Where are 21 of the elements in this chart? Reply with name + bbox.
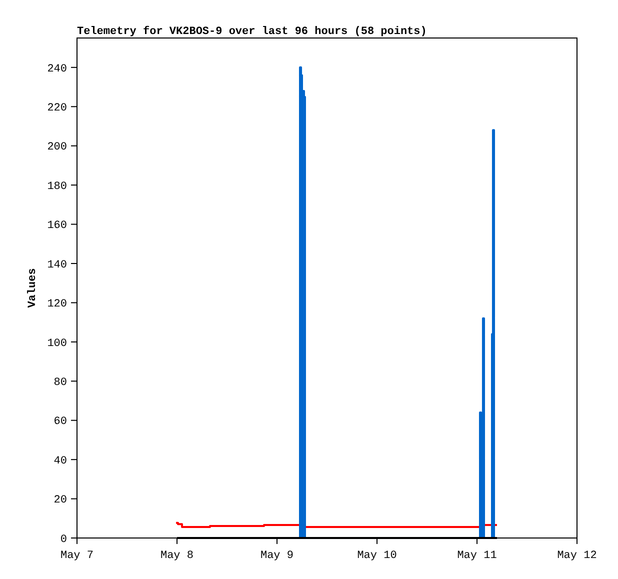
- y-tick-label: 180: [47, 180, 67, 193]
- y-tick-label: 120: [47, 298, 67, 311]
- y-tick-label: 220: [47, 102, 67, 114]
- y-tick-label: 0: [60, 534, 67, 546]
- chart-title: Telemetry for VK2BOS-9 over last 96 hours (58 points): [77, 25, 427, 38]
- y-tick-label: 60: [54, 416, 67, 428]
- y-tick-label: 20: [54, 494, 67, 507]
- x-tick-label: May 10: [357, 550, 397, 562]
- y-tick-label: 240: [47, 63, 67, 76]
- y-tick-label: 160: [47, 220, 67, 232]
- x-tick-label: May 11: [457, 550, 498, 562]
- y-tick-label: 140: [47, 259, 67, 272]
- x-tick-label: May 7: [60, 550, 94, 562]
- y-axis-title: Values: [27, 268, 39, 308]
- x-tick-label: May 8: [160, 550, 194, 562]
- y-tick-label: 100: [47, 338, 67, 350]
- x-tick-label: May 9: [260, 550, 294, 562]
- y-tick-label: 40: [54, 455, 67, 468]
- x-tick-label: May 12: [557, 550, 597, 562]
- y-tick-label: 200: [47, 142, 67, 154]
- y-tick-label: 80: [54, 376, 67, 389]
